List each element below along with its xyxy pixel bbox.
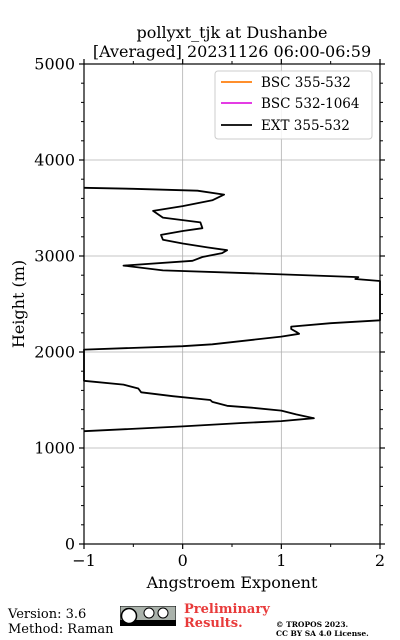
x-tick-label: 1 [276,551,286,570]
preliminary-line-2: Results. [184,616,243,631]
chart-title: pollyxt_tjk at Dushanbe [136,23,327,42]
x-axis-label: Angstroem Exponent [146,573,318,592]
y-tick-label: 5000 [34,55,75,74]
chart-canvas: pollyxt_tjk at Dushanbe [Averaged] 20231… [9,23,385,592]
legend: BSC 355-532 BSC 532-1064 EXT 355-532 [214,70,373,140]
legend-label-bsc-355-532: BSC 355-532 [261,75,351,91]
method-text: Method: Raman [8,622,114,637]
series-line-ext-355-532 [83,186,381,433]
series-lines [83,186,381,433]
y-axis-label: Height (m) [9,260,28,348]
x-tick-label: 0 [178,551,188,570]
axis-ticks [79,59,385,549]
x-tick-label: −1 [72,551,96,570]
copyright-line-1: © TROPOS 2023. [276,620,349,629]
chart-subtitle: [Averaged] 20231126 06:00-06:59 [93,42,371,61]
legend-label-ext-355-532: EXT 355-532 [261,118,350,134]
version-text: Version: 3.6 [8,607,87,622]
x-tick-label: 2 [375,551,385,570]
y-tick-label: 4000 [34,151,75,170]
legend-label-bsc-532-1064: BSC 532-1064 [261,96,359,112]
y-tick-label: 2000 [34,343,75,362]
y-tick-label: 1000 [34,439,75,458]
preliminary-notice: Preliminary Results. [184,603,270,631]
y-tick-label: 0 [65,535,75,554]
cc-by-sa-logo [120,606,176,626]
legend-box [214,70,373,140]
y-tick-label: 3000 [34,247,75,266]
copyright-line-2: CC BY SA 4.0 License. [276,629,369,638]
preliminary-line-1: Preliminary [184,602,270,617]
copyright-notice: © TROPOS 2023. CC BY SA 4.0 License. [276,620,369,638]
